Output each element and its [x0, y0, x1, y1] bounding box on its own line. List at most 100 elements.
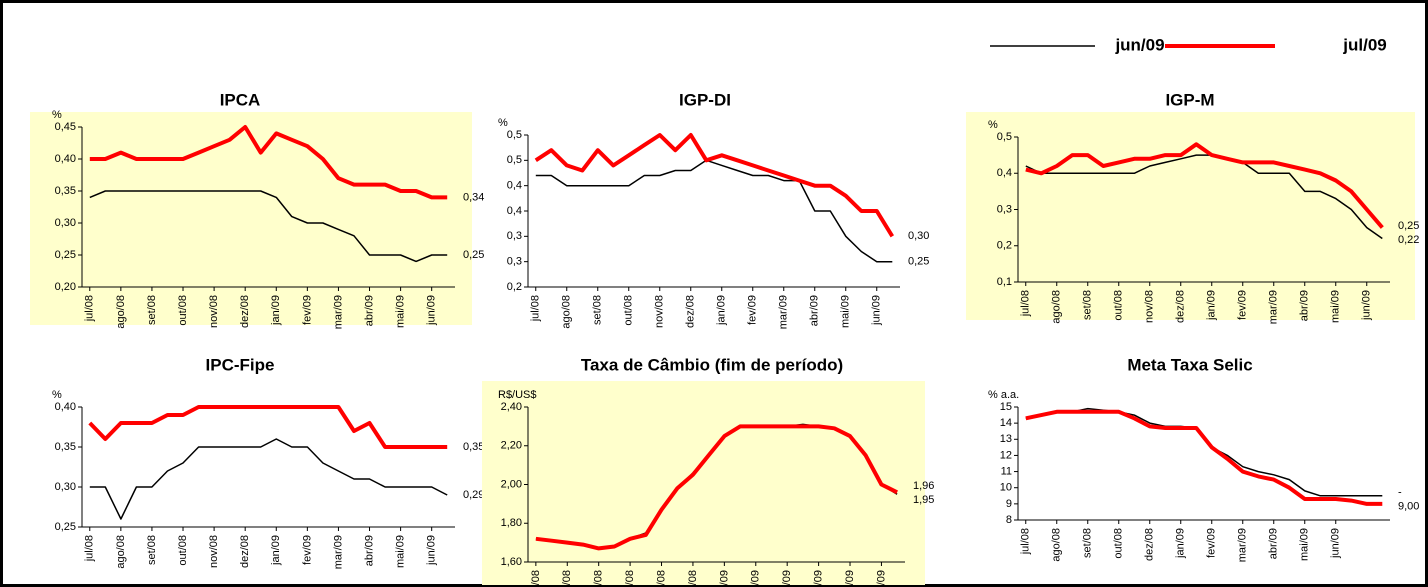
x-tick-label: fev/09 [1237, 290, 1249, 320]
x-tick-label: nov/08 [208, 535, 220, 568]
x-tick-label: ago/08 [561, 295, 573, 329]
series-line [534, 133, 895, 238]
series-line [1025, 142, 1384, 229]
x-tick-label: dez/08 [685, 295, 697, 328]
value-label: - [1398, 487, 1402, 499]
value-label: 0,25 [908, 256, 929, 268]
x-tick-label: jan/09 [1175, 528, 1187, 559]
y-tick-label: 15 [1000, 401, 1012, 413]
x-tick-label: jan/09 [1206, 290, 1218, 321]
x-tick-label: jun/09 [426, 295, 438, 326]
legend-label: jul/09 [1342, 35, 1386, 54]
value-label: 9,00 [1398, 501, 1419, 513]
y-tick-label: 0,25 [55, 521, 76, 533]
y-tick-label: 2,00 [501, 478, 522, 490]
y-tick-label: 0,5 [507, 154, 522, 166]
y-tick-label: 0,30 [55, 481, 76, 493]
y-tick-label: 0,5 [997, 131, 1012, 143]
x-tick-label: dez/08 [687, 570, 699, 587]
x-tick-label: jan/09 [270, 295, 282, 326]
x-tick-label: mai/09 [1330, 290, 1342, 323]
x-tick-label: out/08 [1113, 290, 1125, 321]
y-tick-label: 1,60 [501, 556, 522, 568]
x-tick-label: jun/09 [871, 295, 883, 326]
value-label: 0,29 [463, 489, 484, 501]
x-tick-label: abr/09 [1299, 290, 1311, 321]
x-tick-label: jan/09 [716, 295, 728, 326]
x-tick-label: dez/08 [239, 295, 251, 328]
x-tick-label: set/08 [1082, 290, 1094, 320]
x-tick-label: jul/08 [530, 570, 542, 587]
series-line [535, 424, 898, 551]
x-tick-label: jan/09 [270, 535, 282, 566]
x-tick-label: fev/09 [747, 295, 759, 325]
value-label: 0,30 [908, 230, 929, 242]
x-tick-label: out/08 [1113, 528, 1125, 559]
x-tick-label: fev/09 [750, 570, 762, 587]
y-tick-label: 0,4 [507, 205, 522, 217]
x-tick-label: jul/08 [84, 295, 96, 322]
x-tick-label: ago/08 [1051, 290, 1063, 324]
y-axis-label: % a.a. [988, 389, 1019, 401]
y-tick-label: 0,3 [507, 256, 522, 268]
series-line [89, 125, 448, 200]
chart-title: IPCA [220, 90, 261, 109]
x-tick-label: abr/09 [813, 570, 825, 587]
x-tick-label: jan/09 [718, 570, 730, 587]
x-tick-label: jul/08 [1020, 290, 1032, 317]
y-tick-label: 0,5 [507, 129, 522, 141]
series-line [1025, 409, 1383, 506]
series-line [88, 405, 448, 449]
x-tick-label: nov/08 [1144, 290, 1156, 323]
y-tick-label: 0,20 [55, 281, 76, 293]
x-tick-label: jun/09 [1330, 528, 1342, 559]
y-tick-label: 10 [1000, 482, 1012, 494]
x-tick-label: jun/09 [426, 535, 438, 566]
y-tick-label: 0,3 [507, 230, 522, 242]
y-axis-label: R$/US$ [498, 389, 537, 401]
chart-title: IGP-DI [679, 90, 731, 109]
value-label: 1,95 [913, 494, 934, 506]
x-tick-label: set/08 [593, 570, 605, 587]
value-label: 1,96 [913, 480, 934, 492]
y-tick-label: 8 [1006, 514, 1012, 526]
x-tick-label: mai/09 [844, 570, 856, 587]
x-tick-label: dez/08 [239, 535, 251, 568]
x-tick-label: mai/09 [1299, 528, 1311, 561]
x-tick-label: mar/09 [332, 535, 344, 569]
x-tick-label: nov/08 [655, 570, 667, 587]
chart-title: Taxa de Câmbio (fim de período) [581, 355, 843, 374]
x-tick-label: fev/09 [301, 295, 313, 325]
x-tick-label: dez/08 [1175, 290, 1187, 323]
y-tick-label: 12 [1000, 449, 1012, 461]
y-axis-label: % [52, 389, 62, 401]
y-axis-label: % [52, 109, 62, 121]
value-label: 0,25 [463, 249, 484, 261]
x-tick-label: jun/09 [875, 570, 887, 587]
x-tick-label: nov/08 [208, 295, 220, 328]
x-tick-label: abr/09 [363, 535, 375, 566]
x-tick-label: out/08 [177, 295, 189, 326]
x-tick-label: mar/09 [1268, 290, 1280, 324]
chart-title: IPC-Fipe [206, 355, 275, 374]
value-label: 0,34 [463, 191, 484, 203]
x-tick-label: abr/09 [809, 295, 821, 326]
x-tick-label: nov/08 [654, 295, 666, 328]
x-tick-label: jun/09 [1361, 290, 1373, 321]
x-tick-label: abr/09 [363, 295, 375, 326]
x-tick-label: ago/08 [561, 570, 573, 587]
y-axis-label: % [988, 119, 998, 131]
value-label: 0,25 [1398, 220, 1419, 232]
x-tick-label: fev/09 [301, 535, 313, 565]
y-tick-label: 2,40 [501, 401, 522, 413]
y-tick-label: 0,30 [55, 217, 76, 229]
y-tick-label: 1,80 [501, 517, 522, 529]
series-line [535, 159, 893, 263]
panel-background [482, 381, 925, 585]
y-tick-label: 0,45 [55, 121, 76, 133]
y-tick-label: 0,40 [55, 401, 76, 413]
y-tick-label: 2,20 [501, 440, 522, 452]
y-tick-label: 13 [1000, 433, 1012, 445]
y-tick-label: 0,4 [507, 180, 522, 192]
